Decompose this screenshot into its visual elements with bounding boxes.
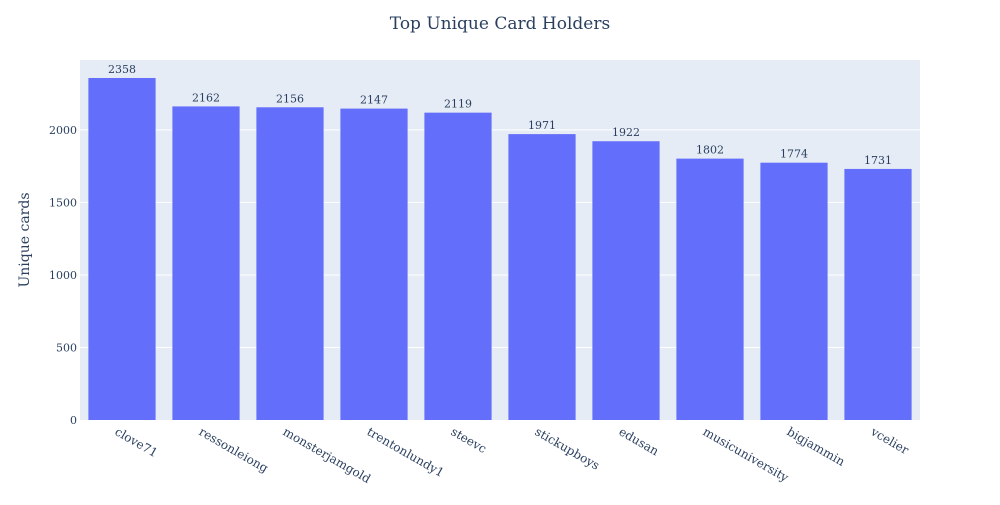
y-axis-title: Unique cards bbox=[17, 192, 33, 287]
data-label: 1731 bbox=[864, 154, 892, 167]
bars bbox=[88, 77, 912, 421]
data-label: 2358 bbox=[108, 63, 136, 76]
data-label: 1802 bbox=[696, 144, 724, 157]
y-axis-ticks: 0 500 1000 1500 2000 bbox=[49, 124, 77, 427]
bar bbox=[172, 106, 240, 420]
data-labels: 2358 2162 2156 2147 2119 1971 1922 1802 1774 1731 bbox=[108, 63, 892, 167]
data-label: 1971 bbox=[528, 119, 556, 132]
bar bbox=[88, 77, 156, 420]
bar bbox=[424, 112, 492, 420]
bar bbox=[256, 107, 324, 420]
data-label: 1922 bbox=[612, 126, 640, 139]
data-label: 1774 bbox=[780, 148, 808, 161]
y-tick-label: 1000 bbox=[49, 269, 77, 282]
y-tick-label: 500 bbox=[56, 341, 77, 354]
bar bbox=[844, 168, 912, 420]
bar bbox=[508, 134, 576, 420]
y-tick-label: 2000 bbox=[49, 124, 77, 137]
bar bbox=[592, 141, 660, 420]
bar bbox=[340, 108, 408, 420]
data-label: 2147 bbox=[360, 94, 388, 107]
bar bbox=[676, 158, 744, 421]
data-label: 2156 bbox=[276, 92, 304, 105]
y-tick-label: 0 bbox=[70, 414, 77, 427]
y-tick-label: 1500 bbox=[49, 196, 77, 209]
data-label: 2162 bbox=[192, 91, 220, 104]
bar bbox=[760, 162, 828, 420]
chart-title: Top Unique Card Holders bbox=[390, 14, 610, 34]
data-label: 2119 bbox=[444, 98, 472, 111]
